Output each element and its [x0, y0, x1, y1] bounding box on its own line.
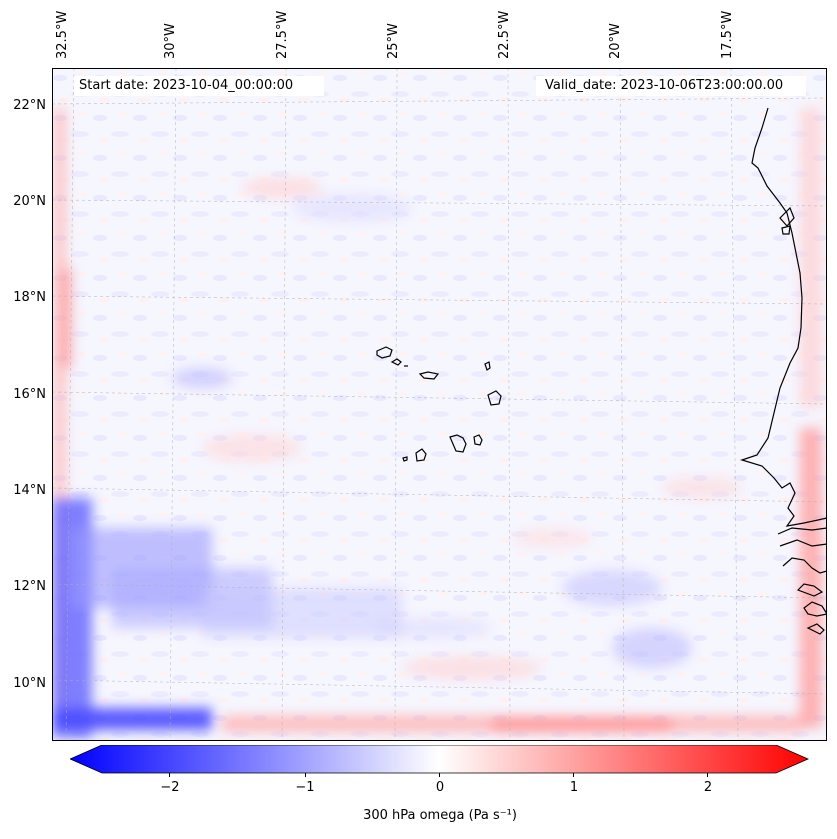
omega-anomalies	[52, 108, 822, 738]
cbar-tick-mark	[169, 773, 170, 777]
cbar-tick-mark	[707, 773, 708, 777]
cbar-tick-mark	[305, 773, 306, 777]
lat-label-22n: 22°N	[13, 98, 46, 113]
colorbar-body	[70, 745, 809, 774]
lat-label-12n: 12°N	[13, 579, 46, 594]
lat-label-20n: 20°N	[13, 194, 46, 209]
colorbar-label: 300 hPa omega (Pa s⁻¹)	[363, 808, 517, 823]
cbar-tick-label: 1	[569, 780, 579, 795]
cbar-tick-mark	[573, 773, 574, 777]
lat-label-16n: 16°N	[13, 387, 46, 402]
lon-label-20w: 20°W	[608, 23, 623, 59]
graticule	[52, 68, 827, 741]
start-date-label: Start date: 2023-10-04_00:00:00	[79, 78, 294, 93]
lon-label-27-5w: 27.5°W	[275, 10, 290, 59]
lon-label-30w: 30°W	[163, 23, 178, 59]
cbar-tick-label: 2	[703, 780, 713, 795]
cbar-tick-label: −2	[160, 780, 180, 795]
lon-label-32-5w: 32.5°W	[55, 10, 70, 59]
valid-date-label: Valid_date: 2023-10-06T23:00:00.00	[545, 78, 784, 93]
lon-label-17-5w: 17.5°W	[720, 10, 735, 59]
lat-label-14n: 14°N	[13, 483, 46, 498]
cbar-tick-label: 0	[435, 780, 445, 795]
colorbar	[70, 745, 809, 774]
omega-field	[52, 68, 827, 741]
lon-label-22-5w: 22.5°W	[497, 10, 512, 59]
west-africa-coastline	[740, 107, 827, 635]
map-panel	[52, 68, 827, 741]
cape-verde-islands	[376, 346, 502, 462]
cbar-tick-label: −1	[295, 780, 315, 795]
lon-label-25w: 25°W	[386, 23, 401, 59]
lat-label-18n: 18°N	[13, 290, 46, 305]
lat-label-10n: 10°N	[13, 676, 46, 691]
cbar-tick-mark	[439, 773, 440, 777]
